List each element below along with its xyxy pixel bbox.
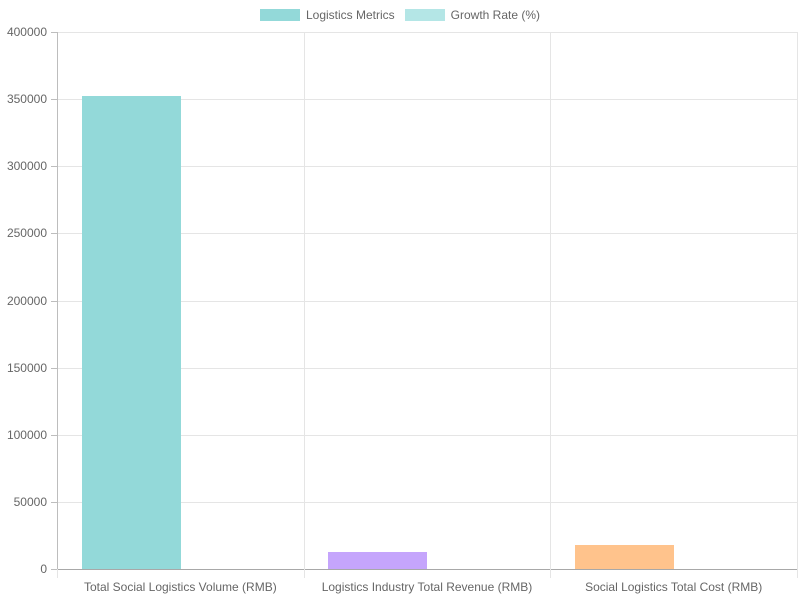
legend-item-logistics-metrics[interactable]: Logistics Metrics (259, 8, 395, 22)
y-tick (51, 32, 57, 33)
y-tick-label: 150000 (6, 361, 47, 375)
grid-line (797, 32, 798, 569)
y-tick (51, 435, 57, 436)
bar[interactable] (82, 96, 181, 569)
y-tick (51, 301, 57, 302)
y-tick-label: 50000 (13, 495, 47, 509)
legend-label: Logistics Metrics (305, 8, 395, 22)
grid-line (57, 502, 797, 503)
grid-line (304, 32, 305, 569)
bar[interactable] (575, 545, 674, 569)
grid-line (57, 166, 797, 167)
grid-line (57, 99, 797, 100)
grid-line (57, 32, 797, 33)
y-tick-label: 350000 (6, 92, 47, 106)
y-tick-label: 250000 (6, 226, 47, 240)
legend-item-growth-rate[interactable]: Growth Rate (%) (404, 8, 541, 22)
y-tick (51, 99, 57, 100)
grid-line (57, 435, 797, 436)
y-tick (51, 502, 57, 503)
y-axis (57, 32, 58, 578)
grid-line (57, 368, 797, 369)
x-tick-label: Social Logistics Total Cost (RMB) (585, 580, 763, 594)
grid-line (550, 32, 551, 569)
y-tick (51, 569, 57, 570)
y-tick (51, 368, 57, 369)
x-tick (57, 569, 58, 578)
grid-line (57, 301, 797, 302)
x-tick (797, 569, 798, 578)
bar[interactable] (328, 552, 427, 569)
chart-legend: Logistics Metrics Growth Rate (%) (0, 8, 800, 22)
x-tick (304, 569, 305, 578)
legend-swatch (404, 9, 445, 21)
legend-label: Growth Rate (%) (450, 8, 541, 22)
y-tick-label: 400000 (6, 25, 47, 39)
x-axis (57, 569, 797, 570)
y-tick-label: 0 (40, 562, 47, 576)
x-tick-label: Logistics Industry Total Revenue (RMB) (321, 580, 533, 594)
y-tick-label: 200000 (6, 294, 47, 308)
legend-swatch (259, 9, 300, 21)
grid-line (57, 233, 797, 234)
y-tick-label: 300000 (6, 159, 47, 173)
x-tick (550, 569, 551, 578)
x-tick-label: Total Social Logistics Volume (RMB) (83, 580, 277, 594)
y-tick (51, 166, 57, 167)
y-tick-label: 100000 (6, 428, 47, 442)
plot-area (57, 32, 798, 570)
y-tick (51, 233, 57, 234)
